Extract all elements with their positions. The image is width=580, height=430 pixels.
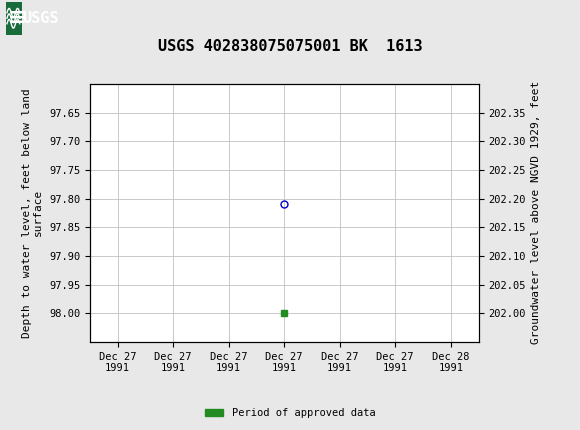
Y-axis label: Depth to water level, feet below land
surface: Depth to water level, feet below land su… (22, 88, 44, 338)
Y-axis label: Groundwater level above NGVD 1929, feet: Groundwater level above NGVD 1929, feet (531, 81, 541, 344)
Text: ≡: ≡ (8, 8, 26, 28)
Legend: Period of approved data: Period of approved data (201, 404, 379, 423)
Text: USGS: USGS (22, 11, 59, 26)
FancyBboxPatch shape (6, 2, 22, 35)
Text: USGS 402838075075001 BK  1613: USGS 402838075075001 BK 1613 (158, 39, 422, 54)
